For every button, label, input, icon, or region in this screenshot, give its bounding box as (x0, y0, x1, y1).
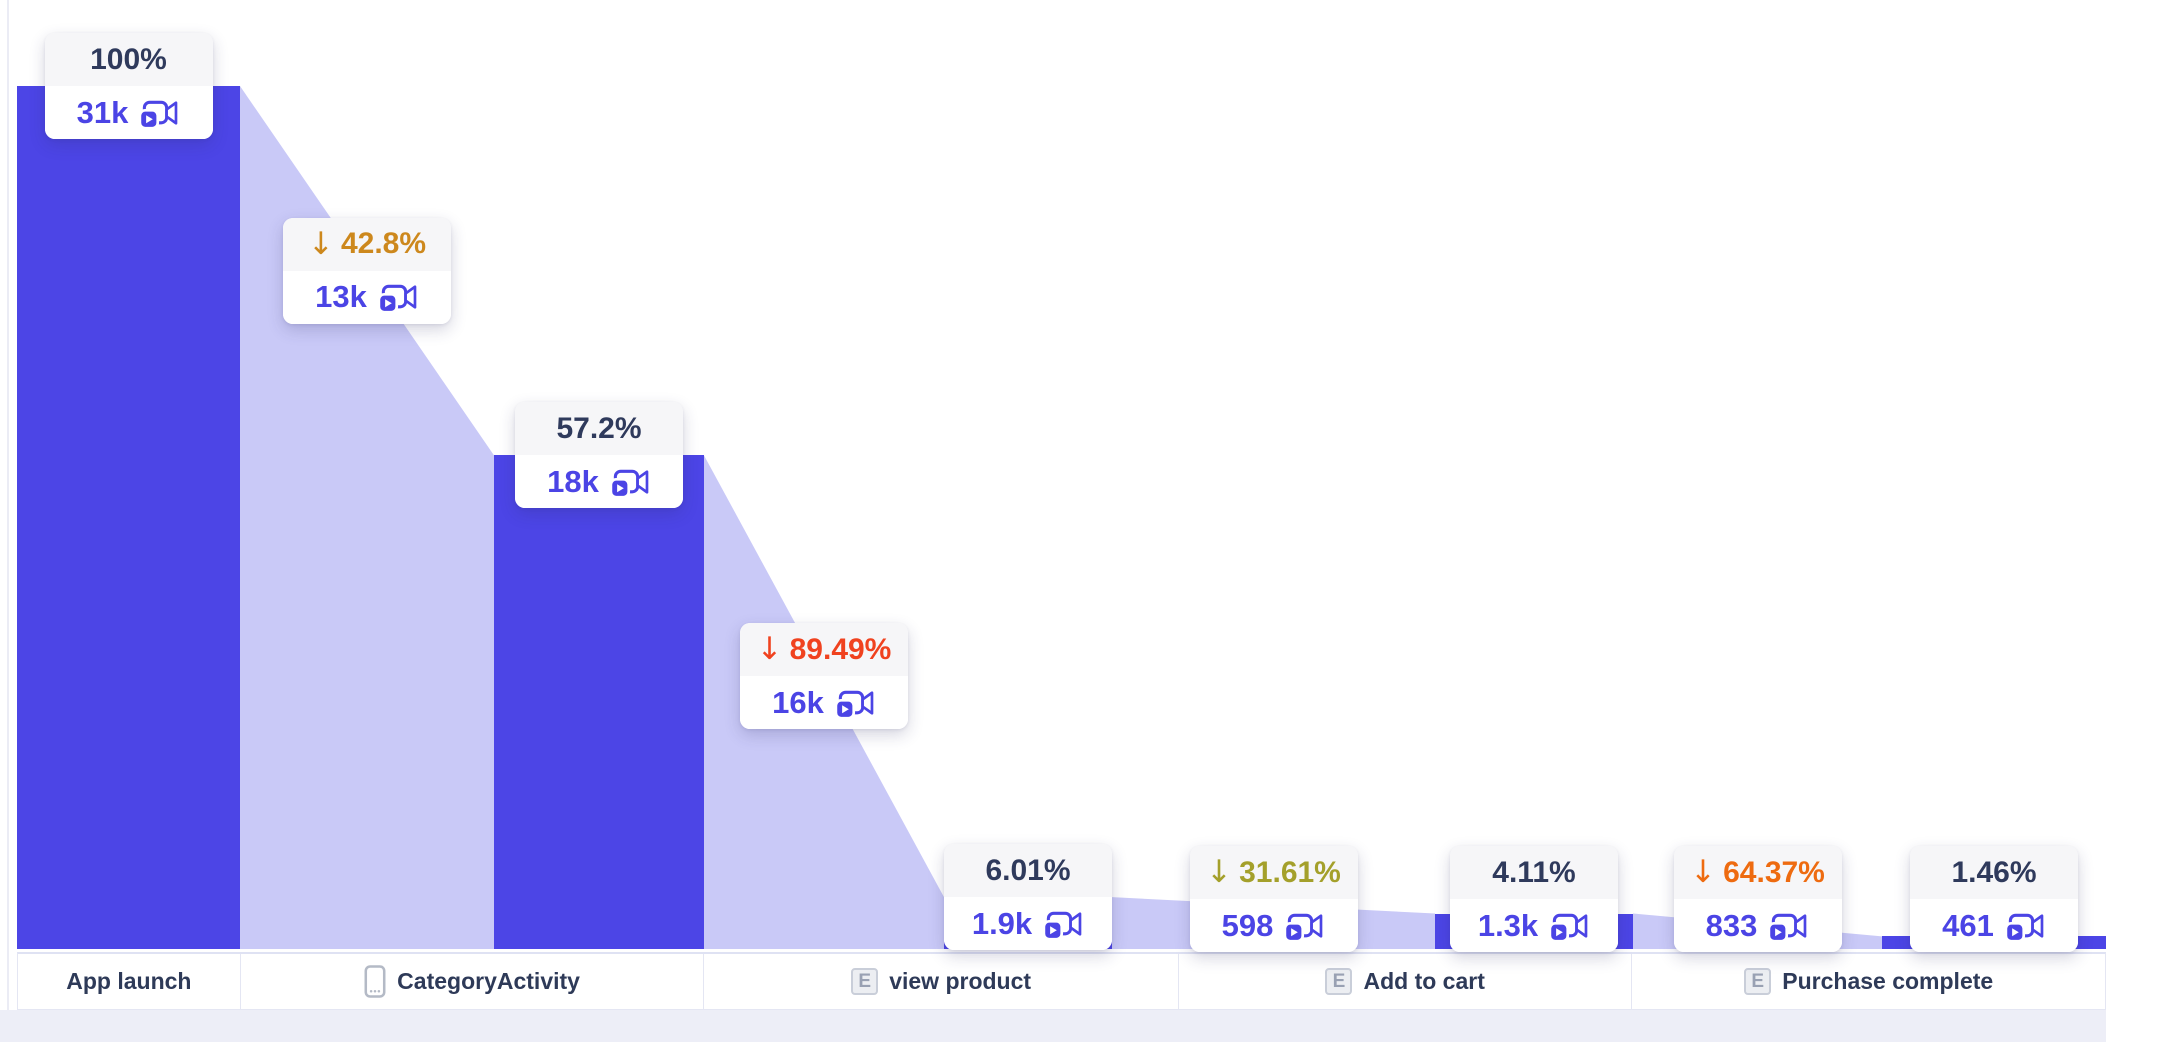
session-replay-icon[interactable] (1768, 909, 1809, 943)
dropoff-percent: ↓ 64.37% (1673, 846, 1842, 899)
percent-label: 89.49% (789, 632, 892, 666)
dropoff-percent: ↓ 89.49% (740, 623, 908, 677)
session-replay-icon[interactable] (1043, 907, 1084, 941)
session-count-row[interactable]: 13k (283, 270, 451, 324)
axis-step-label: CategoryActivity (397, 968, 580, 994)
session-count[interactable]: 18k (547, 463, 599, 499)
step-card-app-launch: 100% 31k (44, 33, 213, 139)
session-count[interactable]: 13k (315, 279, 367, 315)
step-percent: 57.2% (515, 402, 683, 456)
step-card-add-to-cart: 4.11% 1.3k (1450, 846, 1618, 952)
axis-step-categoryactivity[interactable]: CategoryActivity (240, 954, 705, 1009)
step-percent: 6.01% (944, 844, 1112, 898)
session-replay-icon[interactable] (139, 96, 180, 130)
percent-label: 31.61% (1239, 855, 1341, 889)
percent-label: 100% (90, 42, 167, 76)
drop-card-4: ↓ 64.37% 833 (1673, 846, 1842, 952)
session-count[interactable]: 461 (1942, 907, 1994, 943)
percent-label: 64.37% (1723, 855, 1825, 889)
percent-label: 42.8% (340, 227, 427, 261)
axis-step-add-to-cart[interactable]: E Add to cart (1178, 954, 1633, 1009)
chart-left-border (7, 0, 9, 1010)
funnel-bar-categoryactivity[interactable] (494, 455, 704, 949)
percent-label: 1.46% (1951, 855, 2037, 889)
session-replay-icon[interactable] (609, 465, 651, 499)
axis-step-label: Purchase complete (1782, 968, 1994, 994)
percent-label: 57.2% (556, 411, 642, 445)
dropoff-percent: ↓ 31.61% (1189, 846, 1358, 899)
step-percent: 4.11% (1450, 846, 1618, 899)
session-replay-icon[interactable] (834, 686, 876, 720)
session-count-row[interactable]: 31k (44, 86, 213, 139)
percent-label: 4.11% (1492, 855, 1576, 889)
session-replay-icon[interactable] (1549, 909, 1590, 943)
session-count-row[interactable]: 18k (515, 455, 683, 509)
step-card-view-product: 6.01% 1.9k (944, 844, 1112, 951)
chart-footer-strip (0, 1010, 2106, 1042)
session-count[interactable]: 598 (1221, 907, 1274, 943)
percent-label: 6.01% (985, 853, 1071, 887)
axis-step-label: Add to cart (1363, 968, 1485, 994)
axis-step-app-launch[interactable]: App launch (18, 954, 241, 1009)
axis-step-purchase-complete[interactable]: E Purchase complete (1632, 954, 2105, 1009)
axis-step-label: App launch (66, 968, 192, 994)
event-icon: E (851, 968, 879, 995)
session-count-row[interactable]: 1.3k (1450, 899, 1618, 952)
event-icon: E (1744, 968, 1772, 995)
event-icon: E (1325, 968, 1353, 995)
axis-step-label: view product (889, 968, 1032, 994)
session-count-row[interactable]: 598 (1189, 899, 1358, 952)
drop-card-3: ↓ 31.61% 598 (1189, 846, 1358, 952)
session-count-row[interactable]: 833 (1673, 899, 1842, 952)
session-replay-icon[interactable] (2004, 909, 2046, 943)
session-count[interactable]: 1.3k (1477, 907, 1539, 943)
drop-arrow-icon: ↓ (1206, 854, 1233, 890)
session-replay-icon[interactable] (377, 280, 419, 314)
session-count-row[interactable]: 16k (740, 676, 908, 730)
mobile-screen-icon (364, 965, 386, 998)
dropoff-percent: ↓ 42.8% (283, 217, 451, 271)
session-replay-icon[interactable] (1284, 909, 1325, 943)
step-percent: 1.46% (1910, 846, 2078, 899)
session-count-row[interactable]: 1.9k (944, 897, 1112, 951)
step-percent: 100% (44, 33, 213, 86)
funnel-dropoff-area (240, 86, 494, 949)
session-count[interactable]: 16k (772, 684, 824, 720)
drop-arrow-icon: ↓ (756, 631, 783, 668)
drop-card-2: ↓ 89.49% 16k (740, 623, 908, 730)
session-count-row[interactable]: 461 (1910, 899, 2078, 952)
session-count[interactable]: 31k (76, 94, 129, 130)
session-count[interactable]: 833 (1705, 907, 1758, 943)
funnel-bar-app-launch[interactable] (17, 86, 240, 949)
step-card-purchase-complete: 1.46% 461 (1910, 846, 2078, 952)
drop-card-1: ↓ 42.8% 13k (283, 217, 451, 324)
drop-arrow-icon: ↓ (1690, 854, 1717, 890)
step-card-categoryactivity: 57.2% 18k (515, 402, 683, 509)
session-count[interactable]: 1.9k (971, 905, 1033, 941)
drop-arrow-icon: ↓ (307, 225, 334, 262)
